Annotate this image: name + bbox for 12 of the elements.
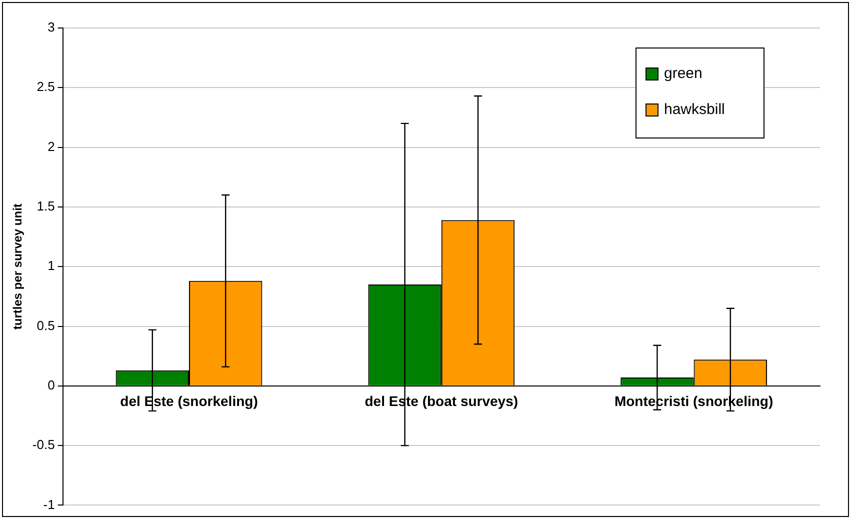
y-tick-label: -1	[43, 496, 55, 512]
legend-label: hawksbill	[664, 101, 725, 118]
y-tick-label: 2.5	[36, 79, 55, 94]
y-tick-label: -0.5	[32, 437, 55, 452]
y-tick-label: 3	[48, 20, 55, 35]
legend-label: green	[664, 65, 702, 82]
y-tick-label: 0	[48, 377, 55, 392]
y-tick-label: 1.5	[36, 198, 55, 214]
y-tick-label: 1	[48, 258, 55, 274]
y-axis-title: turtles per survey unit	[10, 204, 25, 330]
y-tick-label: 0.5	[36, 318, 55, 333]
y-tick-label: 2	[48, 138, 55, 154]
